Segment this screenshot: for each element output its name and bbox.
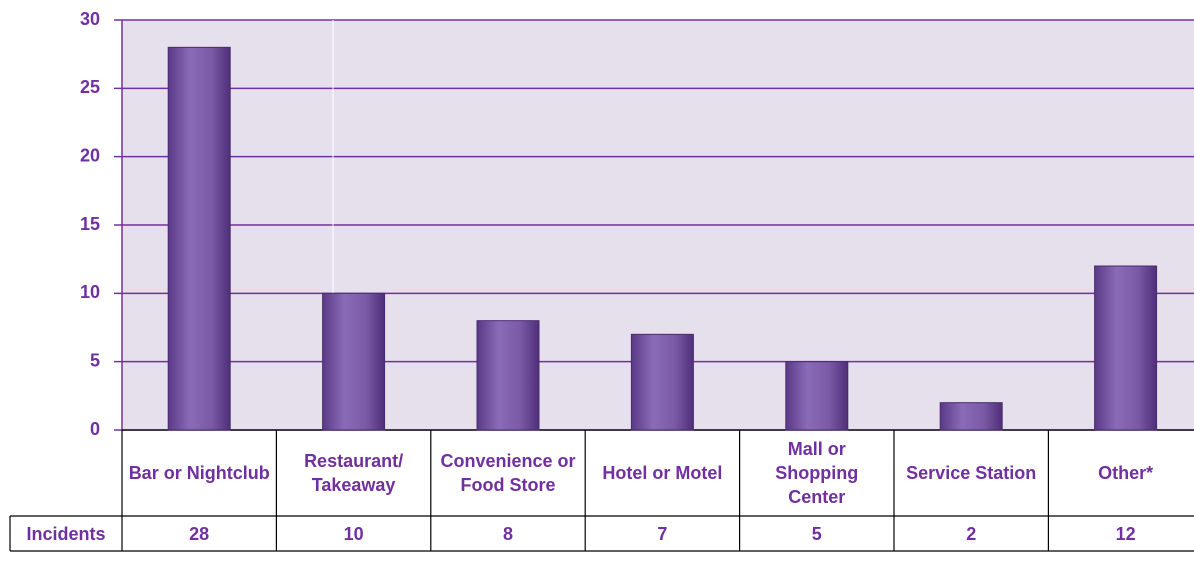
x-tick-label: Restaurant/ Takeaway xyxy=(304,451,404,495)
bar xyxy=(630,333,694,431)
y-tick-label: 5 xyxy=(90,350,100,370)
bar xyxy=(167,46,231,431)
table-value: 2 xyxy=(966,523,977,544)
table-value: 7 xyxy=(657,523,668,544)
x-tick-label: Convenience or Food Store xyxy=(440,451,576,495)
x-tick-label: Other* xyxy=(1098,463,1154,483)
y-tick-label: 15 xyxy=(80,214,100,234)
x-tick-label: Hotel or Motel xyxy=(602,463,723,483)
table-value: 5 xyxy=(811,523,822,544)
bar xyxy=(939,402,1003,431)
y-tick-label: 0 xyxy=(90,419,100,439)
bar xyxy=(476,320,540,431)
table-value: 10 xyxy=(343,523,364,544)
y-tick-label: 25 xyxy=(80,77,100,97)
y-tick-label: 20 xyxy=(80,145,100,165)
x-tick-label: Service Station xyxy=(906,463,1037,483)
bar xyxy=(785,361,849,431)
series-name: Incidents xyxy=(26,523,106,544)
bar xyxy=(1094,265,1158,431)
x-tick-label: Bar or Nightclub xyxy=(128,463,270,483)
table-value: 8 xyxy=(502,523,513,544)
y-tick-label: 30 xyxy=(80,9,100,29)
y-tick-label: 10 xyxy=(80,282,100,302)
x-tick-label: Mall or Shopping Center xyxy=(775,439,859,507)
table-value: 28 xyxy=(189,523,210,544)
table-value: 12 xyxy=(1115,523,1136,544)
bar xyxy=(322,292,386,431)
